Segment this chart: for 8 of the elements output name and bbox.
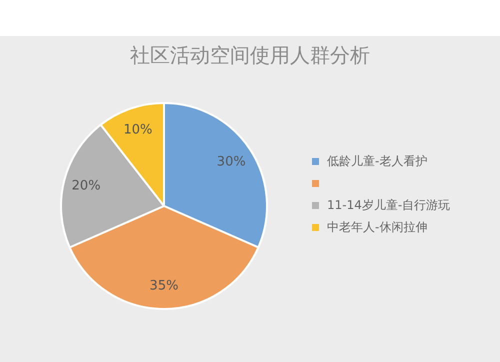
legend-label: 低龄儿童-老人看护: [327, 152, 428, 170]
data-label: 10%: [123, 122, 152, 138]
legend-label: 11-14岁儿童-自行游玩: [327, 196, 450, 214]
data-label: 35%: [150, 278, 178, 294]
data-label: 20%: [72, 178, 101, 194]
data-label: 30%: [216, 154, 246, 170]
legend-label: 中老年人-休闲拉伸: [327, 218, 428, 236]
chart-title: 社区活动空间使用人群分析: [129, 42, 371, 69]
